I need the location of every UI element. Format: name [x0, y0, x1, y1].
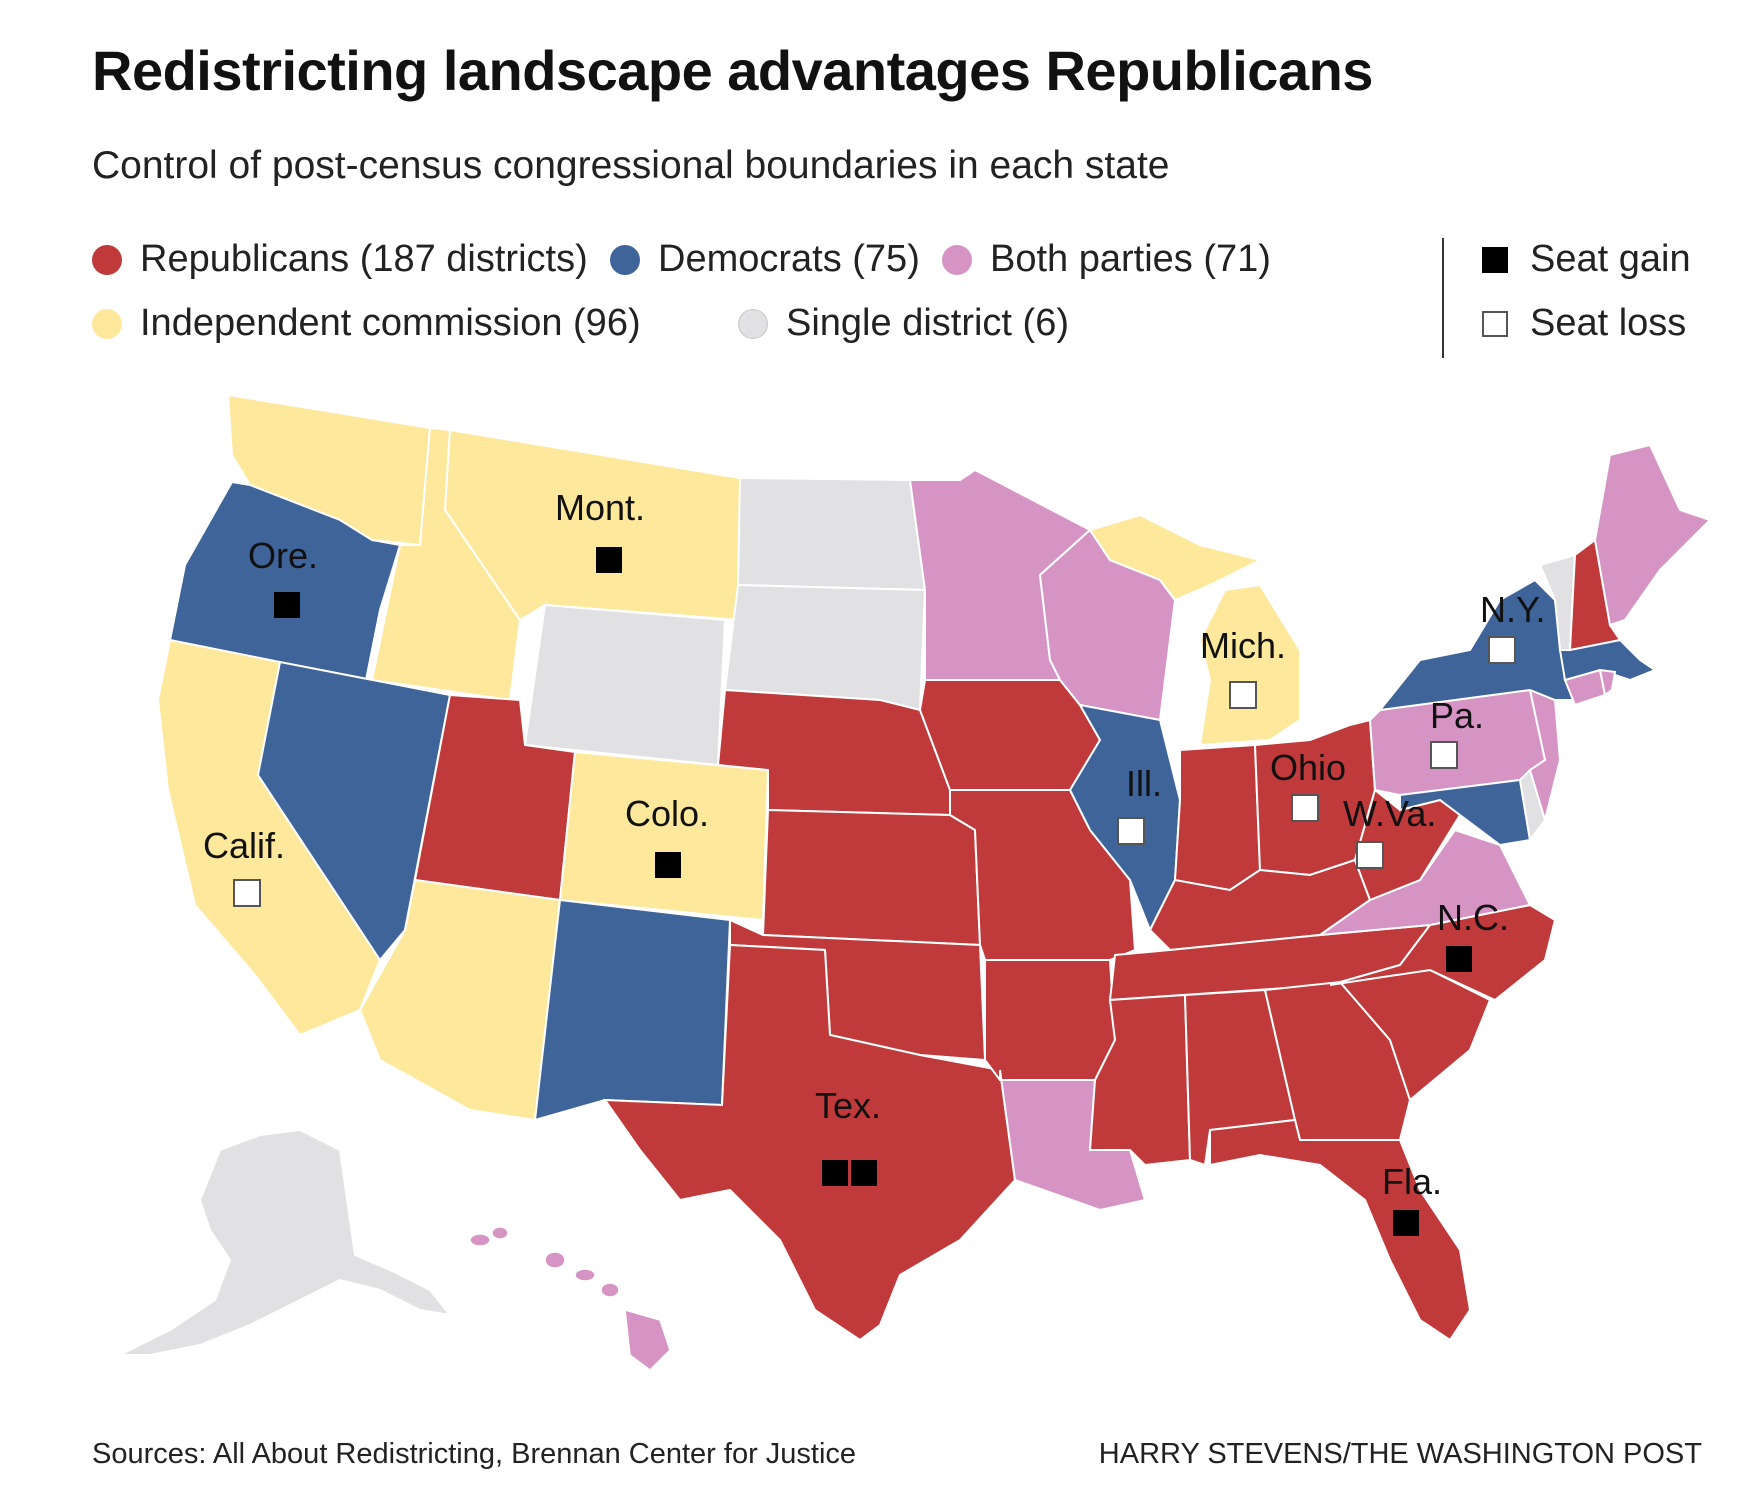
state-florida [1209, 1118, 1472, 1342]
legend-independent-label: Independent commission (96) [140, 302, 641, 344]
state-alaska [119, 1128, 453, 1356]
label-nc: N.C. [1437, 897, 1509, 938]
legend-seat-loss-label: Seat loss [1530, 302, 1687, 344]
state-kansas [761, 808, 982, 947]
state-michigan-lower [1198, 583, 1301, 747]
seat-gain-marker-mont [596, 547, 622, 573]
legend-seat-gain: Seat gain [1482, 238, 1691, 281]
independent-swatch-icon [92, 308, 122, 339]
label-mont: Mont. [555, 487, 645, 528]
democrats-swatch-icon [610, 244, 640, 275]
label-mich: Mich. [1200, 625, 1286, 666]
seat-gain-marker-colo [655, 852, 681, 878]
republicans-swatch-icon [92, 244, 122, 275]
state-north-dakota [736, 476, 927, 592]
legend-divider [1442, 238, 1444, 358]
state-wyoming [523, 603, 727, 767]
label-ny: N.Y. [1480, 589, 1545, 630]
state-north-carolina [1329, 903, 1557, 1002]
state-michigan-upper [1088, 513, 1263, 602]
seat-gain-marker-ore [274, 592, 300, 618]
both-swatch-icon [942, 244, 972, 275]
legend-single: Single district (6) [738, 302, 1069, 345]
legend-both: Both parties (71) [942, 238, 1271, 281]
legend-democrats-label: Democrats (75) [658, 238, 920, 280]
seat-gain-marker-tex-2 [851, 1160, 877, 1186]
chart-title: Redistricting landscape advantages Repub… [92, 39, 1373, 102]
credit-line: HARRY STEVENS/THE WASHINGTON POST [1098, 1438, 1702, 1470]
seat-loss-marker-ny [1488, 636, 1516, 664]
legend-seat-gain-label: Seat gain [1530, 238, 1691, 280]
legend-republicans-label: Republicans (187 districts) [140, 238, 588, 280]
state-colorado [558, 750, 770, 922]
label-calif: Calif. [203, 825, 285, 866]
seat-loss-marker-ohio [1291, 794, 1319, 822]
seat-loss-marker-mich [1229, 681, 1257, 709]
label-fla: Fla. [1382, 1161, 1442, 1202]
seat-loss-marker-pa [1430, 741, 1458, 769]
legend-independent: Independent commission (96) [92, 302, 641, 345]
legend-both-label: Both parties (71) [990, 238, 1271, 280]
legend-republicans: Republicans (187 districts) [92, 238, 588, 281]
state-maine [1593, 443, 1712, 627]
legend-seat-loss: Seat loss [1482, 302, 1686, 345]
label-tex: Tex. [815, 1085, 881, 1126]
seat-loss-marker-calif [233, 879, 261, 907]
legend: Republicans (187 districts) Democrats (7… [92, 238, 1732, 358]
legend-democrats: Democrats (75) [610, 238, 920, 281]
state-rhode-island [1598, 668, 1617, 697]
seat-gain-marker-nc [1446, 946, 1472, 972]
seat-gain-icon [1482, 246, 1508, 273]
state-nevada [256, 660, 452, 962]
state-new-mexico [533, 898, 732, 1122]
label-ohio: Ohio [1270, 747, 1346, 788]
state-new-hampshire [1568, 538, 1622, 652]
single-swatch-icon [738, 308, 768, 339]
state-texas [603, 943, 1017, 1342]
state-arkansas [984, 959, 1117, 1081]
state-indiana [1173, 743, 1262, 891]
state-hawaii [469, 1226, 671, 1371]
label-wva: W.Va. [1343, 793, 1436, 834]
seat-loss-marker-wva [1356, 841, 1384, 869]
legend-single-label: Single district (6) [786, 302, 1069, 344]
us-map: Ore. Mont. Calif. Colo. Tex. Mich. Ill. … [119, 393, 1712, 1371]
seat-gain-marker-tex-1 [822, 1160, 848, 1186]
sources-note: Sources: All About Redistricting, Brenna… [92, 1438, 857, 1470]
label-ill: Ill. [1126, 763, 1162, 804]
state-massachusetts [1558, 638, 1658, 682]
state-oregon [168, 480, 402, 687]
seat-gain-marker-fla [1393, 1210, 1419, 1236]
seat-loss-icon [1482, 310, 1508, 337]
chart-subtitle: Control of post-census congressional bou… [92, 144, 1170, 187]
label-ore: Ore. [248, 535, 318, 576]
label-pa: Pa. [1430, 695, 1484, 736]
seat-loss-marker-ill [1117, 817, 1145, 845]
state-vermont [1538, 553, 1577, 651]
label-colo: Colo. [625, 793, 709, 834]
